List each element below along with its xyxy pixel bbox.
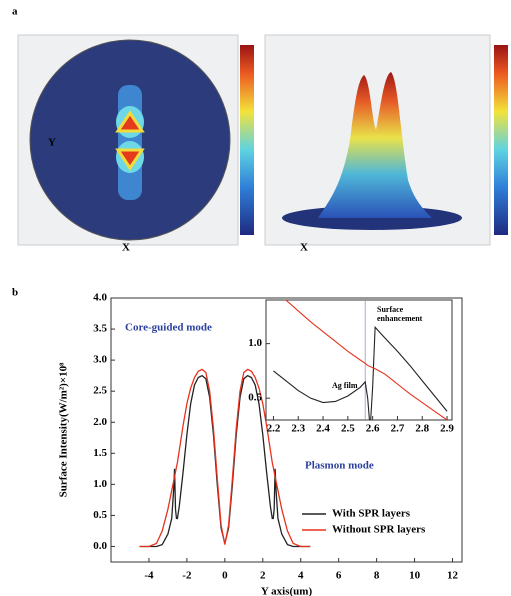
x-tick-label: -2 bbox=[182, 570, 192, 582]
y-tick-label: 4.0 bbox=[93, 292, 107, 304]
y-tick-label: 2.0 bbox=[93, 416, 107, 428]
x-tick-label: 6 bbox=[336, 570, 342, 582]
x-tick-label: 2.4 bbox=[316, 423, 330, 435]
panel-label: b bbox=[12, 287, 18, 299]
y-tick-label: 1.0 bbox=[93, 478, 107, 490]
x-tick-label: 2.5 bbox=[341, 423, 355, 435]
x-tick-label: 2.3 bbox=[291, 423, 305, 435]
series-line bbox=[285, 300, 448, 420]
plot-frame bbox=[265, 299, 453, 421]
field-surface bbox=[264, 34, 508, 246]
x-tick-label: 2.8 bbox=[415, 423, 429, 435]
x-tick-label: 2.7 bbox=[391, 423, 405, 435]
x-tick-label: 12 bbox=[447, 570, 459, 582]
legend-label: Without SPR layers bbox=[332, 524, 426, 536]
legend-label: With SPR layers bbox=[332, 508, 411, 520]
y-tick-label: 3.0 bbox=[93, 354, 107, 366]
x-tick-label: 0 bbox=[222, 570, 228, 582]
annotation: Plasmon mode bbox=[305, 460, 374, 472]
x-tick-label: 2.6 bbox=[366, 423, 380, 435]
x-tick-label: 4 bbox=[298, 570, 304, 582]
x-tick-label: 10 bbox=[409, 570, 421, 582]
y-tick-label: 0.5 bbox=[248, 392, 262, 404]
series-line bbox=[139, 368, 311, 548]
x-tick-label: 2 bbox=[260, 570, 266, 582]
axis-label: X bbox=[122, 242, 130, 254]
axis-label: Y bbox=[48, 137, 56, 149]
y-tick-label: 0.0 bbox=[93, 540, 107, 552]
y-tick-label: 3.5 bbox=[93, 323, 107, 335]
x-tick-label: 2.2 bbox=[267, 423, 281, 435]
annotation: Core-guided mode bbox=[125, 322, 212, 334]
x-tick-label: 8 bbox=[374, 570, 380, 582]
y-tick-label: 1.5 bbox=[93, 447, 107, 459]
annotation: Surface enhancement bbox=[377, 305, 423, 323]
field-map bbox=[17, 34, 254, 246]
y-tick-label: 0.5 bbox=[93, 509, 107, 521]
x-tick-label: 2.9 bbox=[440, 423, 454, 435]
y-tick-label: 2.5 bbox=[93, 385, 107, 397]
annotation: Ag film bbox=[332, 381, 358, 390]
x-tick-label: -4 bbox=[144, 570, 154, 582]
y-tick-label: 1.0 bbox=[248, 337, 262, 349]
panel-label: a bbox=[12, 6, 18, 18]
x-axis-label: Y axis(um) bbox=[261, 586, 313, 596]
series-line bbox=[273, 325, 448, 420]
axis-label: X bbox=[300, 242, 308, 254]
y-axis-label: Surface Intensity(W/m²)×10⁸ bbox=[58, 362, 70, 497]
